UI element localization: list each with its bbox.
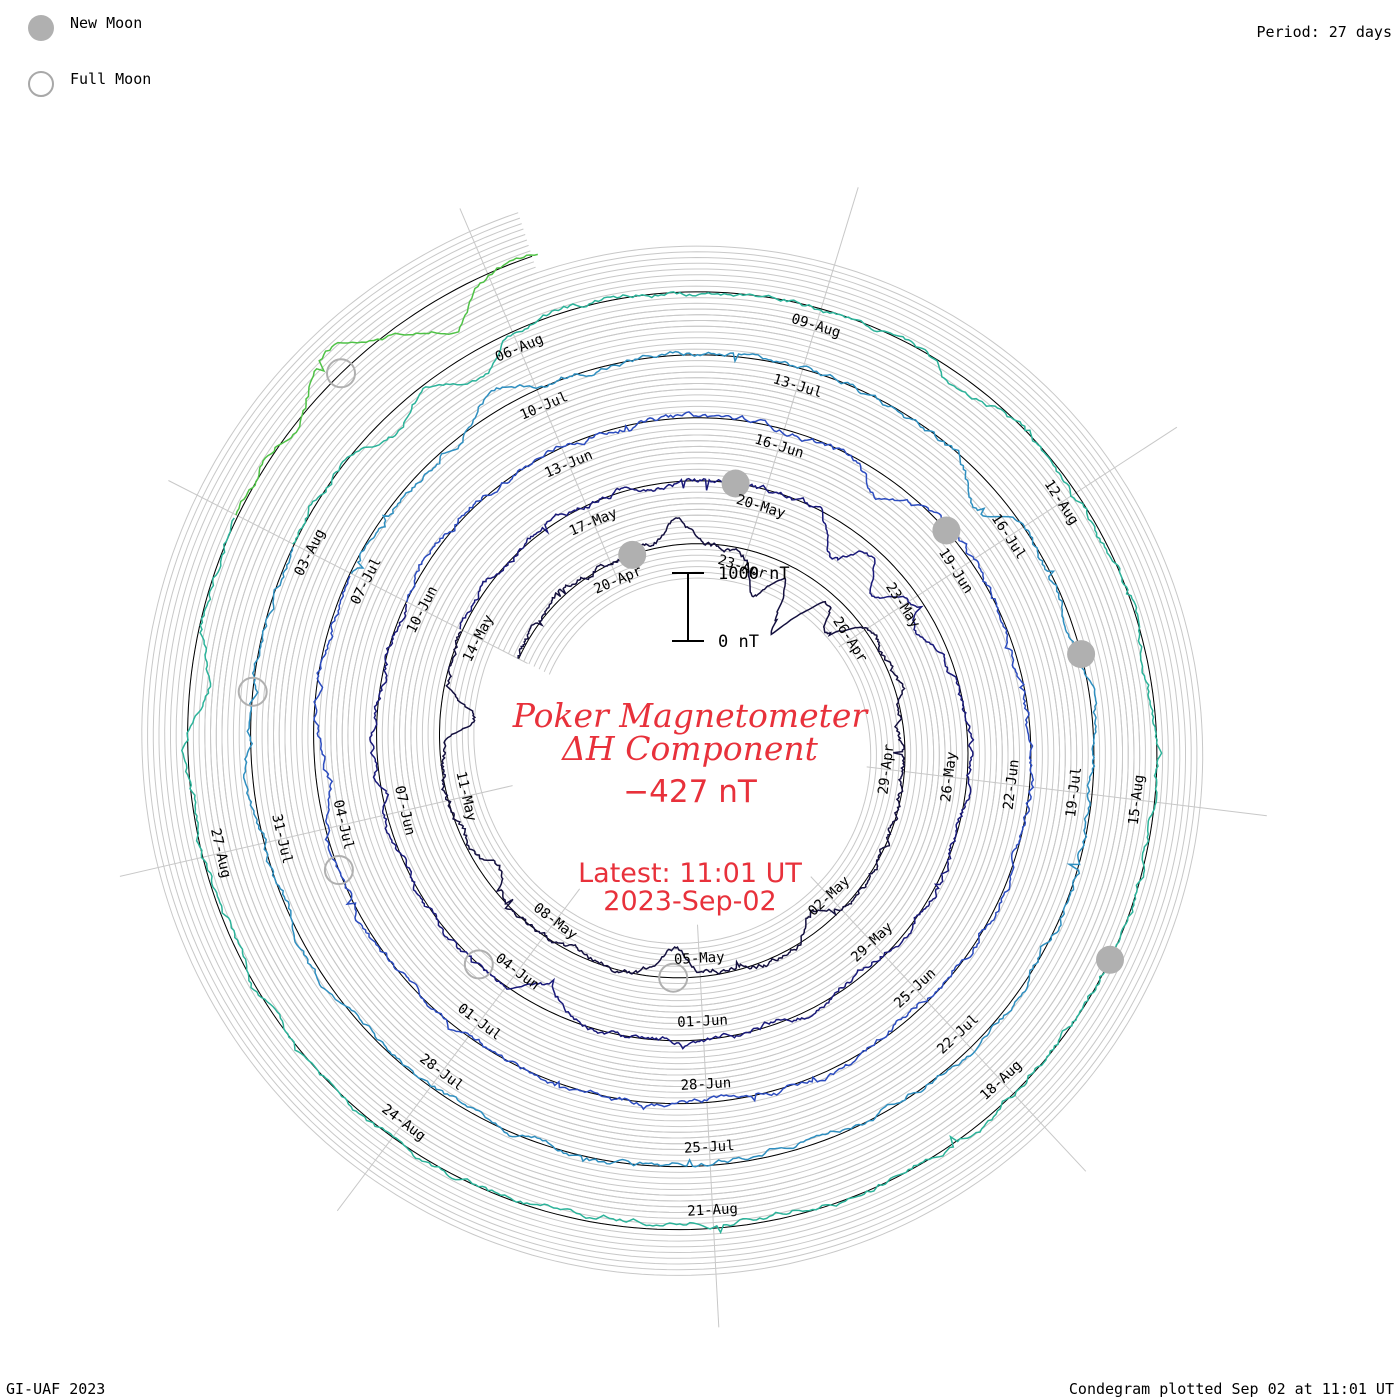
date-tick-label: 19-Jul	[1063, 766, 1085, 818]
date-tick-label: 31-Jul	[268, 813, 295, 866]
new-moon-marker-icon	[1096, 945, 1124, 974]
plot-timestamp: Condegram plotted Sep 02 at 11:01 UT	[1068, 1380, 1394, 1398]
scale-bar: 1000 nT 0 nT	[672, 564, 790, 652]
full-moon-marker-icon	[237, 676, 268, 707]
rotation-trace	[242, 350, 1098, 1168]
new-moon-marker-icon	[721, 469, 750, 498]
latest-date: 2023-Sep-02	[603, 886, 777, 917]
rotation-trace	[313, 411, 1035, 1111]
chart-subtitle: ΔH Component	[562, 729, 818, 768]
date-tick-label: 04-Jul	[330, 798, 357, 851]
new-moon-marker-icon	[1067, 640, 1096, 669]
new-moon-legend-label: New Moon	[70, 14, 143, 32]
date-ray	[336, 888, 581, 1212]
grid-spiral	[164, 234, 1181, 1254]
baseline-spiral	[187, 255, 1158, 1231]
date-tick-label: 27-Aug	[207, 827, 234, 880]
date-tick-label: 25-Jul	[684, 1138, 735, 1157]
chart-title: Poker Magnetometer	[512, 696, 868, 735]
date-ray	[838, 426, 1178, 648]
rotation-trace	[235, 253, 538, 516]
date-ray	[866, 766, 1267, 817]
grid-spiral	[147, 217, 1198, 1271]
rotation-trace	[369, 477, 975, 1050]
date-ray	[810, 876, 1087, 1172]
period-label: Period: 27 days	[1256, 23, 1392, 41]
date-tick-label: 01-Jun	[677, 1012, 728, 1031]
rotation-trace	[440, 517, 906, 975]
full-moon-swatch-icon	[28, 71, 54, 97]
new-moon-marker-icon	[618, 540, 647, 569]
grid-spiral	[141, 212, 1204, 1276]
date-tick-label: 15-Aug	[1126, 774, 1148, 826]
full-moon-marker-icon	[326, 358, 356, 389]
date-ray	[459, 208, 619, 580]
date-tick-label: 21-Aug	[687, 1201, 738, 1220]
new-moon-swatch-icon	[28, 15, 54, 41]
grid-spiral	[175, 244, 1169, 1242]
date-tick-label: 26-May	[938, 751, 960, 803]
radial-date-rays	[119, 187, 1267, 1328]
date-tick-label: 09-Aug	[789, 311, 842, 341]
new-moon-marker-icon	[932, 516, 961, 545]
spiral-baseline	[187, 255, 1158, 1231]
date-tick-label: 11-May	[452, 770, 479, 823]
grid-spiral	[152, 223, 1192, 1265]
date-tick-label: 13-Jul	[771, 371, 824, 401]
date-tick-label: 29-Apr	[875, 743, 897, 795]
full-moon-legend-label: Full Moon	[70, 70, 152, 88]
full-moon-marker-icon	[658, 962, 689, 993]
date-ray	[119, 785, 513, 877]
date-tick-label: 20-May	[734, 492, 787, 522]
date-ray	[697, 924, 720, 1328]
full-moon-marker-icon	[463, 949, 494, 980]
latest-time: Latest: 11:01 UT	[578, 858, 802, 889]
date-ray	[740, 187, 859, 573]
date-tick-label: 22-Jun	[1001, 759, 1023, 811]
latest-value: −427 nT	[623, 774, 757, 810]
scale-bar-top-label: 1000 nT	[718, 564, 790, 584]
grid-spiral	[170, 239, 1175, 1248]
full-moon-marker-icon	[323, 855, 354, 885]
moon-markers	[237, 358, 1124, 993]
scale-bar-bottom-label: 0 nT	[718, 632, 759, 652]
date-ray	[168, 480, 528, 664]
date-tick-label: 07-Jun	[391, 784, 418, 837]
grid-spiral	[181, 250, 1164, 1236]
date-tick-label: 05-May	[674, 949, 725, 968]
credit-label: GI-UAF 2023	[6, 1380, 106, 1398]
date-tick-label: 28-Jun	[680, 1075, 731, 1094]
grid-spiral	[158, 228, 1186, 1259]
